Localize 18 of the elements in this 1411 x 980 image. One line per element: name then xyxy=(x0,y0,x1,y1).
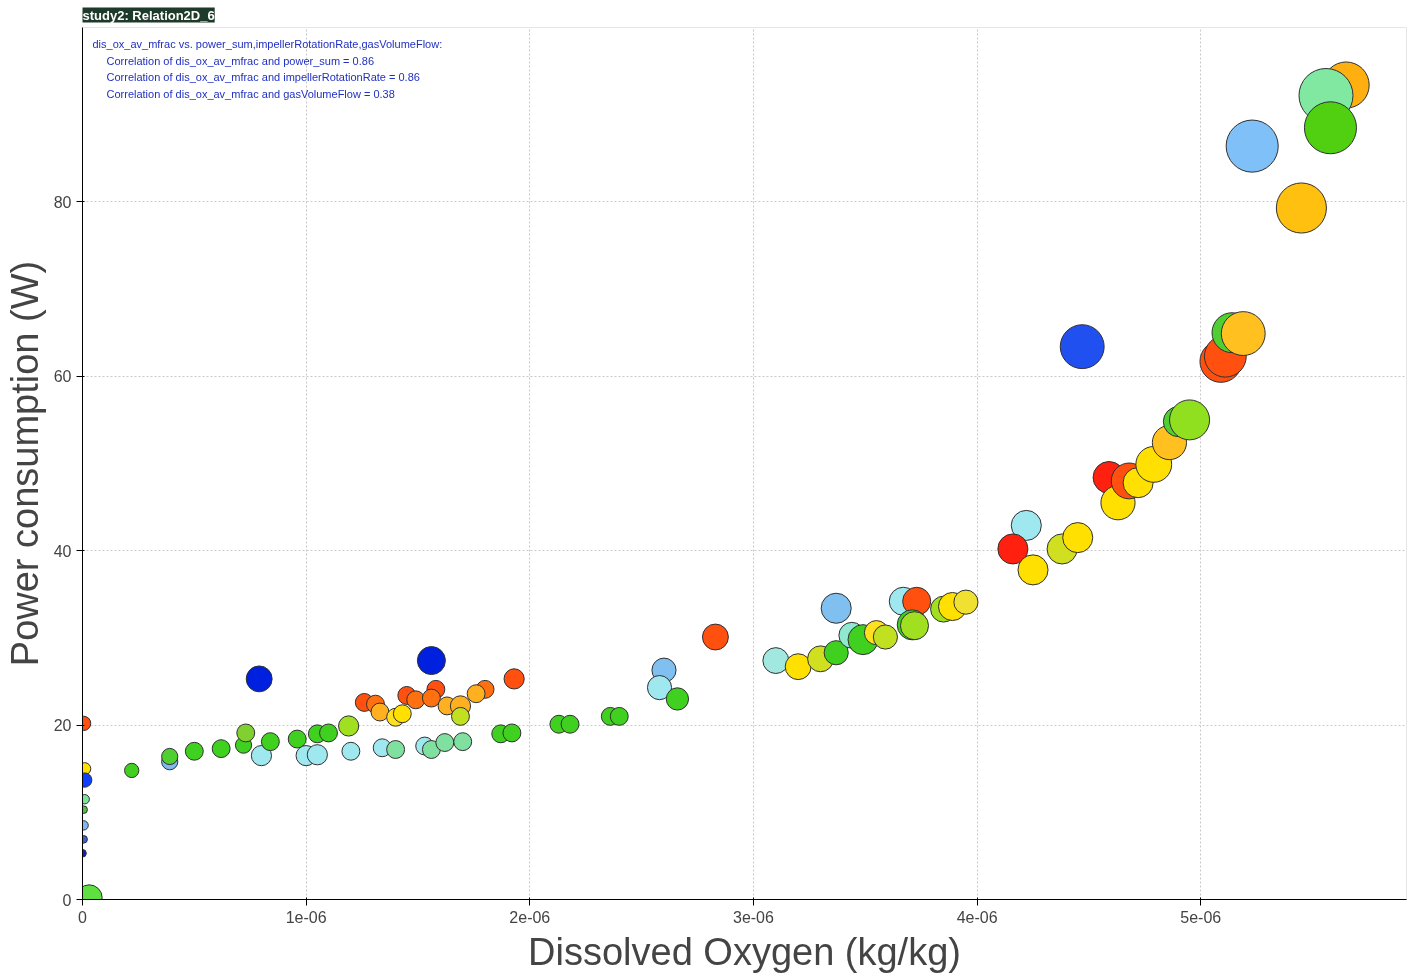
x-tick-label: 5e-06 xyxy=(1180,908,1222,926)
x-tick-label: 4e-06 xyxy=(956,908,998,926)
annotation: Correlation of dis_ox_av_mfrac and impellerRotationRate = 0.86 xyxy=(106,71,420,84)
annotation: Correlation of dis_ox_av_mfrac and gasVolumeFlow = 0.38 xyxy=(106,87,395,100)
y-tick-label: 20 xyxy=(53,717,72,735)
x-axis-title: Dissolved Oxygen (kg/kg) xyxy=(528,930,961,973)
x-tick-label: 3e-06 xyxy=(732,908,775,926)
annotation: dis_ox_av_mfrac vs. power_sum,impellerRotationRate,gasVolumeFlow: xyxy=(92,37,443,50)
chart-title: study2: Relation2D_6 xyxy=(82,7,215,23)
x-tick-label: 2e-06 xyxy=(509,908,551,926)
y-tick-label: 40 xyxy=(53,542,72,560)
y-tick-label: 0 xyxy=(62,891,72,909)
y-tick-label: 80 xyxy=(53,193,72,211)
y-axis-title: Power consumption (W) xyxy=(3,260,46,667)
x-tick-label: 1e-06 xyxy=(285,908,327,926)
annotation: Correlation of dis_ox_av_mfrac and power_sum = 0.86 xyxy=(106,54,375,67)
x-tick-label: 0 xyxy=(78,908,88,926)
y-tick-label: 60 xyxy=(53,368,72,386)
